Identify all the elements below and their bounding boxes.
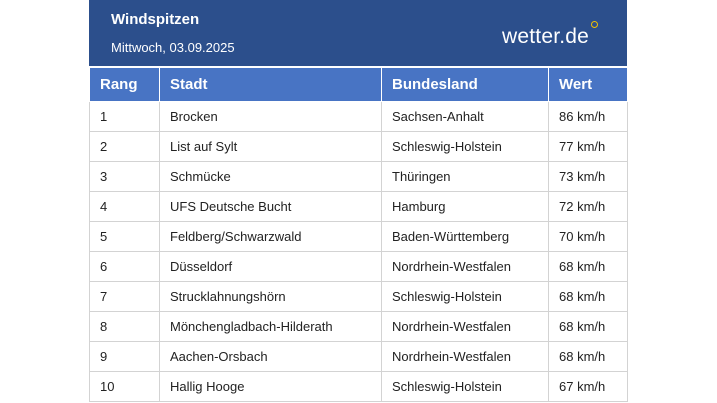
state-cell: Nordrhein-Westfalen — [381, 311, 549, 342]
value-cell: 68 km/h — [548, 341, 628, 372]
value-cell: 68 km/h — [548, 281, 628, 312]
state-cell: Schleswig-Holstein — [381, 281, 549, 312]
state-cell: Schleswig-Holstein — [381, 371, 549, 402]
state-cell: Thüringen — [381, 161, 549, 192]
column-header-bundesland: Bundesland — [381, 68, 549, 102]
value-cell: 77 km/h — [548, 131, 628, 162]
value-cell: 72 km/h — [548, 191, 628, 222]
table-row: 3 Schmücke Thüringen 73 km/h — [89, 161, 628, 192]
brand-dot-icon — [591, 21, 598, 28]
state-cell: Hamburg — [381, 191, 549, 222]
column-header-rang: Rang — [89, 68, 160, 102]
windspitzen-card: Windspitzen Mittwoch, 03.09.2025 wetter.… — [89, 0, 628, 403]
ranking-table: Rang Stadt Bundesland Wert 1 Brocken Sachs… — [89, 68, 628, 402]
value-cell: 67 km/h — [548, 371, 628, 402]
header-banner: Windspitzen Mittwoch, 03.09.2025 wetter.… — [89, 0, 627, 66]
table-row: 6 Düsseldorf Nordrhein-Westfalen 68 km/h — [89, 251, 628, 282]
rank-cell: 3 — [89, 161, 160, 192]
page-title: Windspitzen — [111, 11, 200, 28]
city-cell: Aachen-Orsbach — [159, 341, 382, 372]
state-cell: Nordrhein-Westfalen — [381, 251, 549, 282]
city-cell: Düsseldorf — [159, 251, 382, 282]
column-header-wert: Wert — [548, 68, 628, 102]
rank-cell: 7 — [89, 281, 160, 312]
brand-logo: wetter.de — [502, 25, 590, 48]
city-cell: Hallig Hooge — [159, 371, 382, 402]
table-row: 5 Feldberg/Schwarzwald Baden-Württemberg 70… — [89, 221, 628, 252]
rank-cell: 1 — [89, 101, 160, 132]
value-cell: 86 km/h — [548, 101, 628, 132]
state-cell: Schleswig-Holstein — [381, 131, 549, 162]
state-cell: Baden-Württemberg — [381, 221, 549, 252]
rank-cell: 2 — [89, 131, 160, 162]
city-cell: Mönchengladbach-Hilderath — [159, 311, 382, 342]
value-cell: 70 km/h — [548, 221, 628, 252]
table-row: 7 Strucklahnungshörn Schleswig-Holstein 68 … — [89, 281, 628, 312]
value-cell: 68 km/h — [548, 311, 628, 342]
date-label: Mittwoch, 03.09.2025 — [111, 40, 235, 55]
city-cell: List auf Sylt — [159, 131, 382, 162]
rank-cell: 8 — [89, 311, 160, 342]
value-cell: 73 km/h — [548, 161, 628, 192]
rank-cell: 4 — [89, 191, 160, 222]
table-row: 1 Brocken Sachsen-Anhalt 86 km/h — [89, 101, 628, 132]
table-row: 2 List auf Sylt Schleswig-Holstein 77 km/h — [89, 131, 628, 162]
rank-cell: 10 — [89, 371, 160, 402]
city-cell: Brocken — [159, 101, 382, 132]
city-cell: UFS Deutsche Bucht — [159, 191, 382, 222]
table-header-row: Rang Stadt Bundesland Wert — [89, 68, 628, 102]
state-cell: Nordrhein-Westfalen — [381, 341, 549, 372]
table-row: 4 UFS Deutsche Bucht Hamburg 72 km/h — [89, 191, 628, 222]
state-cell: Sachsen-Anhalt — [381, 101, 549, 132]
city-cell: Schmücke — [159, 161, 382, 192]
rank-cell: 5 — [89, 221, 160, 252]
table-row: 9 Aachen-Orsbach Nordrhein-Westfalen 68 km/… — [89, 341, 628, 372]
city-cell: Feldberg/Schwarzwald — [159, 221, 382, 252]
rank-cell: 9 — [89, 341, 160, 372]
table-row: 8 Mönchengladbach-Hilderath Nordrhein-West… — [89, 311, 628, 342]
city-cell: Strucklahnungshörn — [159, 281, 382, 312]
rank-cell: 6 — [89, 251, 160, 282]
value-cell: 68 km/h — [548, 251, 628, 282]
column-header-stadt: Stadt — [159, 68, 382, 102]
table-row: 10 Hallig Hooge Schleswig-Holstein 67 km/h — [89, 371, 628, 402]
